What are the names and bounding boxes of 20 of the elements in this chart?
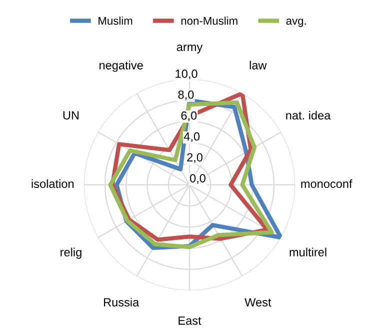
spoke-label: law xyxy=(250,60,267,70)
spoke-label: East xyxy=(178,316,202,325)
spoke-label: isolation xyxy=(32,179,74,188)
spoke-label: nat. idea xyxy=(286,110,331,120)
y-tick-label: 4,0 xyxy=(184,132,200,142)
spoke-label: UN xyxy=(63,111,79,120)
spoke-label: Russia xyxy=(104,298,140,306)
y-tick-label: 2,0 xyxy=(187,153,203,163)
spoke-label: monoconf xyxy=(301,179,352,188)
legend-label: non-Muslim xyxy=(181,16,238,25)
spoke-label: multirel xyxy=(290,248,326,256)
spoke-label: army xyxy=(176,44,203,54)
spoke-label: West xyxy=(244,298,272,306)
spoke-label: relig xyxy=(60,248,82,259)
y-tick-label: 0,0 xyxy=(190,174,206,184)
y-tick-label: 8,0 xyxy=(178,90,194,100)
legend-label: avg. xyxy=(286,18,306,27)
spoke-label: negative xyxy=(100,60,143,72)
legend-label: Muslim xyxy=(98,16,132,25)
y-tick-label: 10,0 xyxy=(176,70,198,80)
